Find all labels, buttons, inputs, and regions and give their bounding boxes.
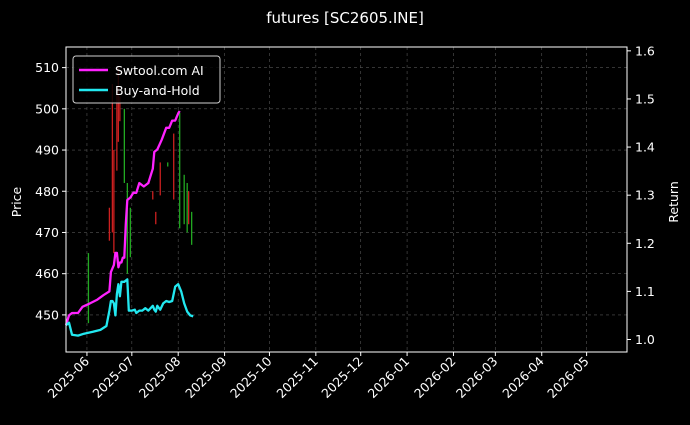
chart-title: futures [SC2605.INE] xyxy=(266,9,424,27)
y2-axis-label: Return xyxy=(666,181,681,222)
x-tick-label: 2026-01 xyxy=(365,354,413,402)
x-tick-label: 2025-10 xyxy=(227,353,275,401)
return-lines xyxy=(64,110,194,337)
y-tick-label: 460 xyxy=(35,266,59,281)
y2-tick-label: 1.3 xyxy=(635,188,655,203)
y-tick-label: 450 xyxy=(35,307,59,322)
x-tick-label: 2025-08 xyxy=(136,353,184,401)
legend: Swtool.com AI Buy-and-Hold xyxy=(72,55,221,104)
y2-tick-label: 1.0 xyxy=(635,332,655,347)
y2-tick-label: 1.1 xyxy=(635,284,655,299)
y-tick-label: 470 xyxy=(35,225,59,240)
y-tick-label: 480 xyxy=(35,184,59,199)
x-tick-label: 2025-09 xyxy=(182,353,230,401)
y-tick-label: 490 xyxy=(35,143,59,158)
y2-tick-label: 1.2 xyxy=(635,236,655,251)
y-tick-label: 510 xyxy=(35,60,59,75)
legend-label-buy-and-hold: Buy-and-Hold xyxy=(115,83,200,98)
y2-tick-label: 1.4 xyxy=(635,140,655,155)
y2-tick-label: 1.5 xyxy=(635,91,655,106)
series-line-buy-and-hold xyxy=(65,278,194,337)
series-line-swtool xyxy=(64,110,181,326)
x-tick-label: 2026-05 xyxy=(544,354,592,402)
y2-tick-label: 1.6 xyxy=(635,43,655,58)
x-tick-label: 2026-03 xyxy=(453,354,501,402)
x-tick-label: 2025-06 xyxy=(45,353,93,401)
x-tick-label: 2025-12 xyxy=(318,354,366,402)
x-tick-label: 2026-02 xyxy=(411,354,459,402)
x-tick-label: 2025-11 xyxy=(273,354,321,402)
y-axis-label: Price xyxy=(9,186,24,217)
x-tick-label: 2026-04 xyxy=(499,353,547,401)
plot-frame xyxy=(65,46,628,353)
plot-border xyxy=(65,46,628,353)
x-tick-label: 2025-07 xyxy=(89,354,137,402)
legend-frame xyxy=(72,55,221,104)
legend-label-swtool: Swtool.com AI xyxy=(115,63,204,78)
y-tick-label: 500 xyxy=(35,101,59,116)
